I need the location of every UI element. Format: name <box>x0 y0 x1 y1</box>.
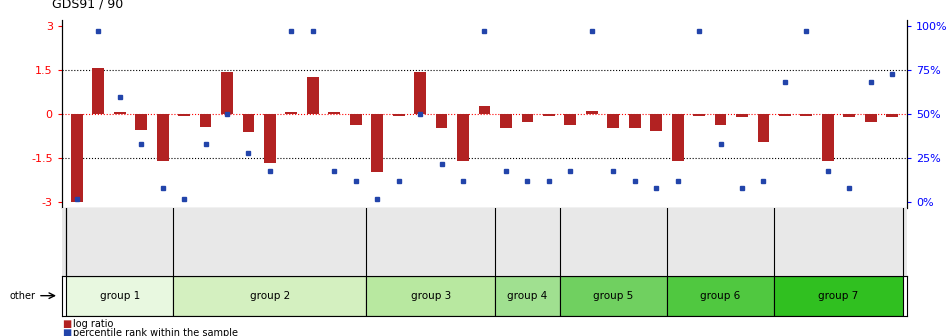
Bar <box>667 276 774 316</box>
Bar <box>522 114 533 123</box>
Bar <box>774 276 902 316</box>
Bar <box>694 114 705 116</box>
Bar <box>307 77 319 114</box>
Bar <box>173 276 367 316</box>
Bar <box>71 114 83 202</box>
Bar <box>650 114 662 131</box>
Bar <box>371 114 383 172</box>
Bar <box>329 112 340 114</box>
Bar <box>757 114 770 142</box>
Bar <box>844 114 855 117</box>
Bar <box>822 114 834 161</box>
Text: group 6: group 6 <box>700 291 741 301</box>
Bar <box>179 114 190 116</box>
Text: ■: ■ <box>62 328 71 336</box>
Bar <box>779 114 790 116</box>
Bar <box>736 114 748 117</box>
Bar <box>479 106 490 114</box>
Text: percentile rank within the sample: percentile rank within the sample <box>73 328 238 336</box>
Bar <box>495 276 560 316</box>
Bar <box>886 114 898 117</box>
Bar <box>564 114 577 125</box>
Bar <box>714 114 727 125</box>
Bar <box>864 114 877 123</box>
Text: ■: ■ <box>62 319 71 329</box>
Bar <box>801 114 812 116</box>
Text: group 2: group 2 <box>250 291 290 301</box>
Text: group 7: group 7 <box>819 291 859 301</box>
Bar <box>500 114 512 128</box>
Bar <box>200 114 212 127</box>
Text: group 1: group 1 <box>100 291 140 301</box>
Bar <box>114 112 125 114</box>
Bar <box>543 114 555 116</box>
Text: group 4: group 4 <box>507 291 547 301</box>
Bar <box>92 68 104 114</box>
Bar <box>285 112 297 114</box>
Text: GDS91 / 90: GDS91 / 90 <box>52 0 124 10</box>
Bar <box>457 114 469 161</box>
Bar <box>66 276 173 316</box>
Text: other: other <box>10 291 35 301</box>
Text: group 3: group 3 <box>410 291 451 301</box>
Bar <box>350 114 362 125</box>
Bar <box>242 114 255 132</box>
Bar <box>560 276 667 316</box>
Bar <box>392 114 405 116</box>
Text: group 5: group 5 <box>593 291 634 301</box>
Bar <box>414 73 426 114</box>
Bar <box>221 73 233 114</box>
Bar <box>367 276 495 316</box>
Bar <box>607 114 619 128</box>
Bar <box>629 114 640 128</box>
Bar <box>436 114 447 128</box>
Bar <box>672 114 684 161</box>
Bar <box>586 111 598 114</box>
Text: log ratio: log ratio <box>73 319 114 329</box>
Bar <box>135 114 147 130</box>
Bar <box>264 114 276 163</box>
Bar <box>157 114 168 161</box>
